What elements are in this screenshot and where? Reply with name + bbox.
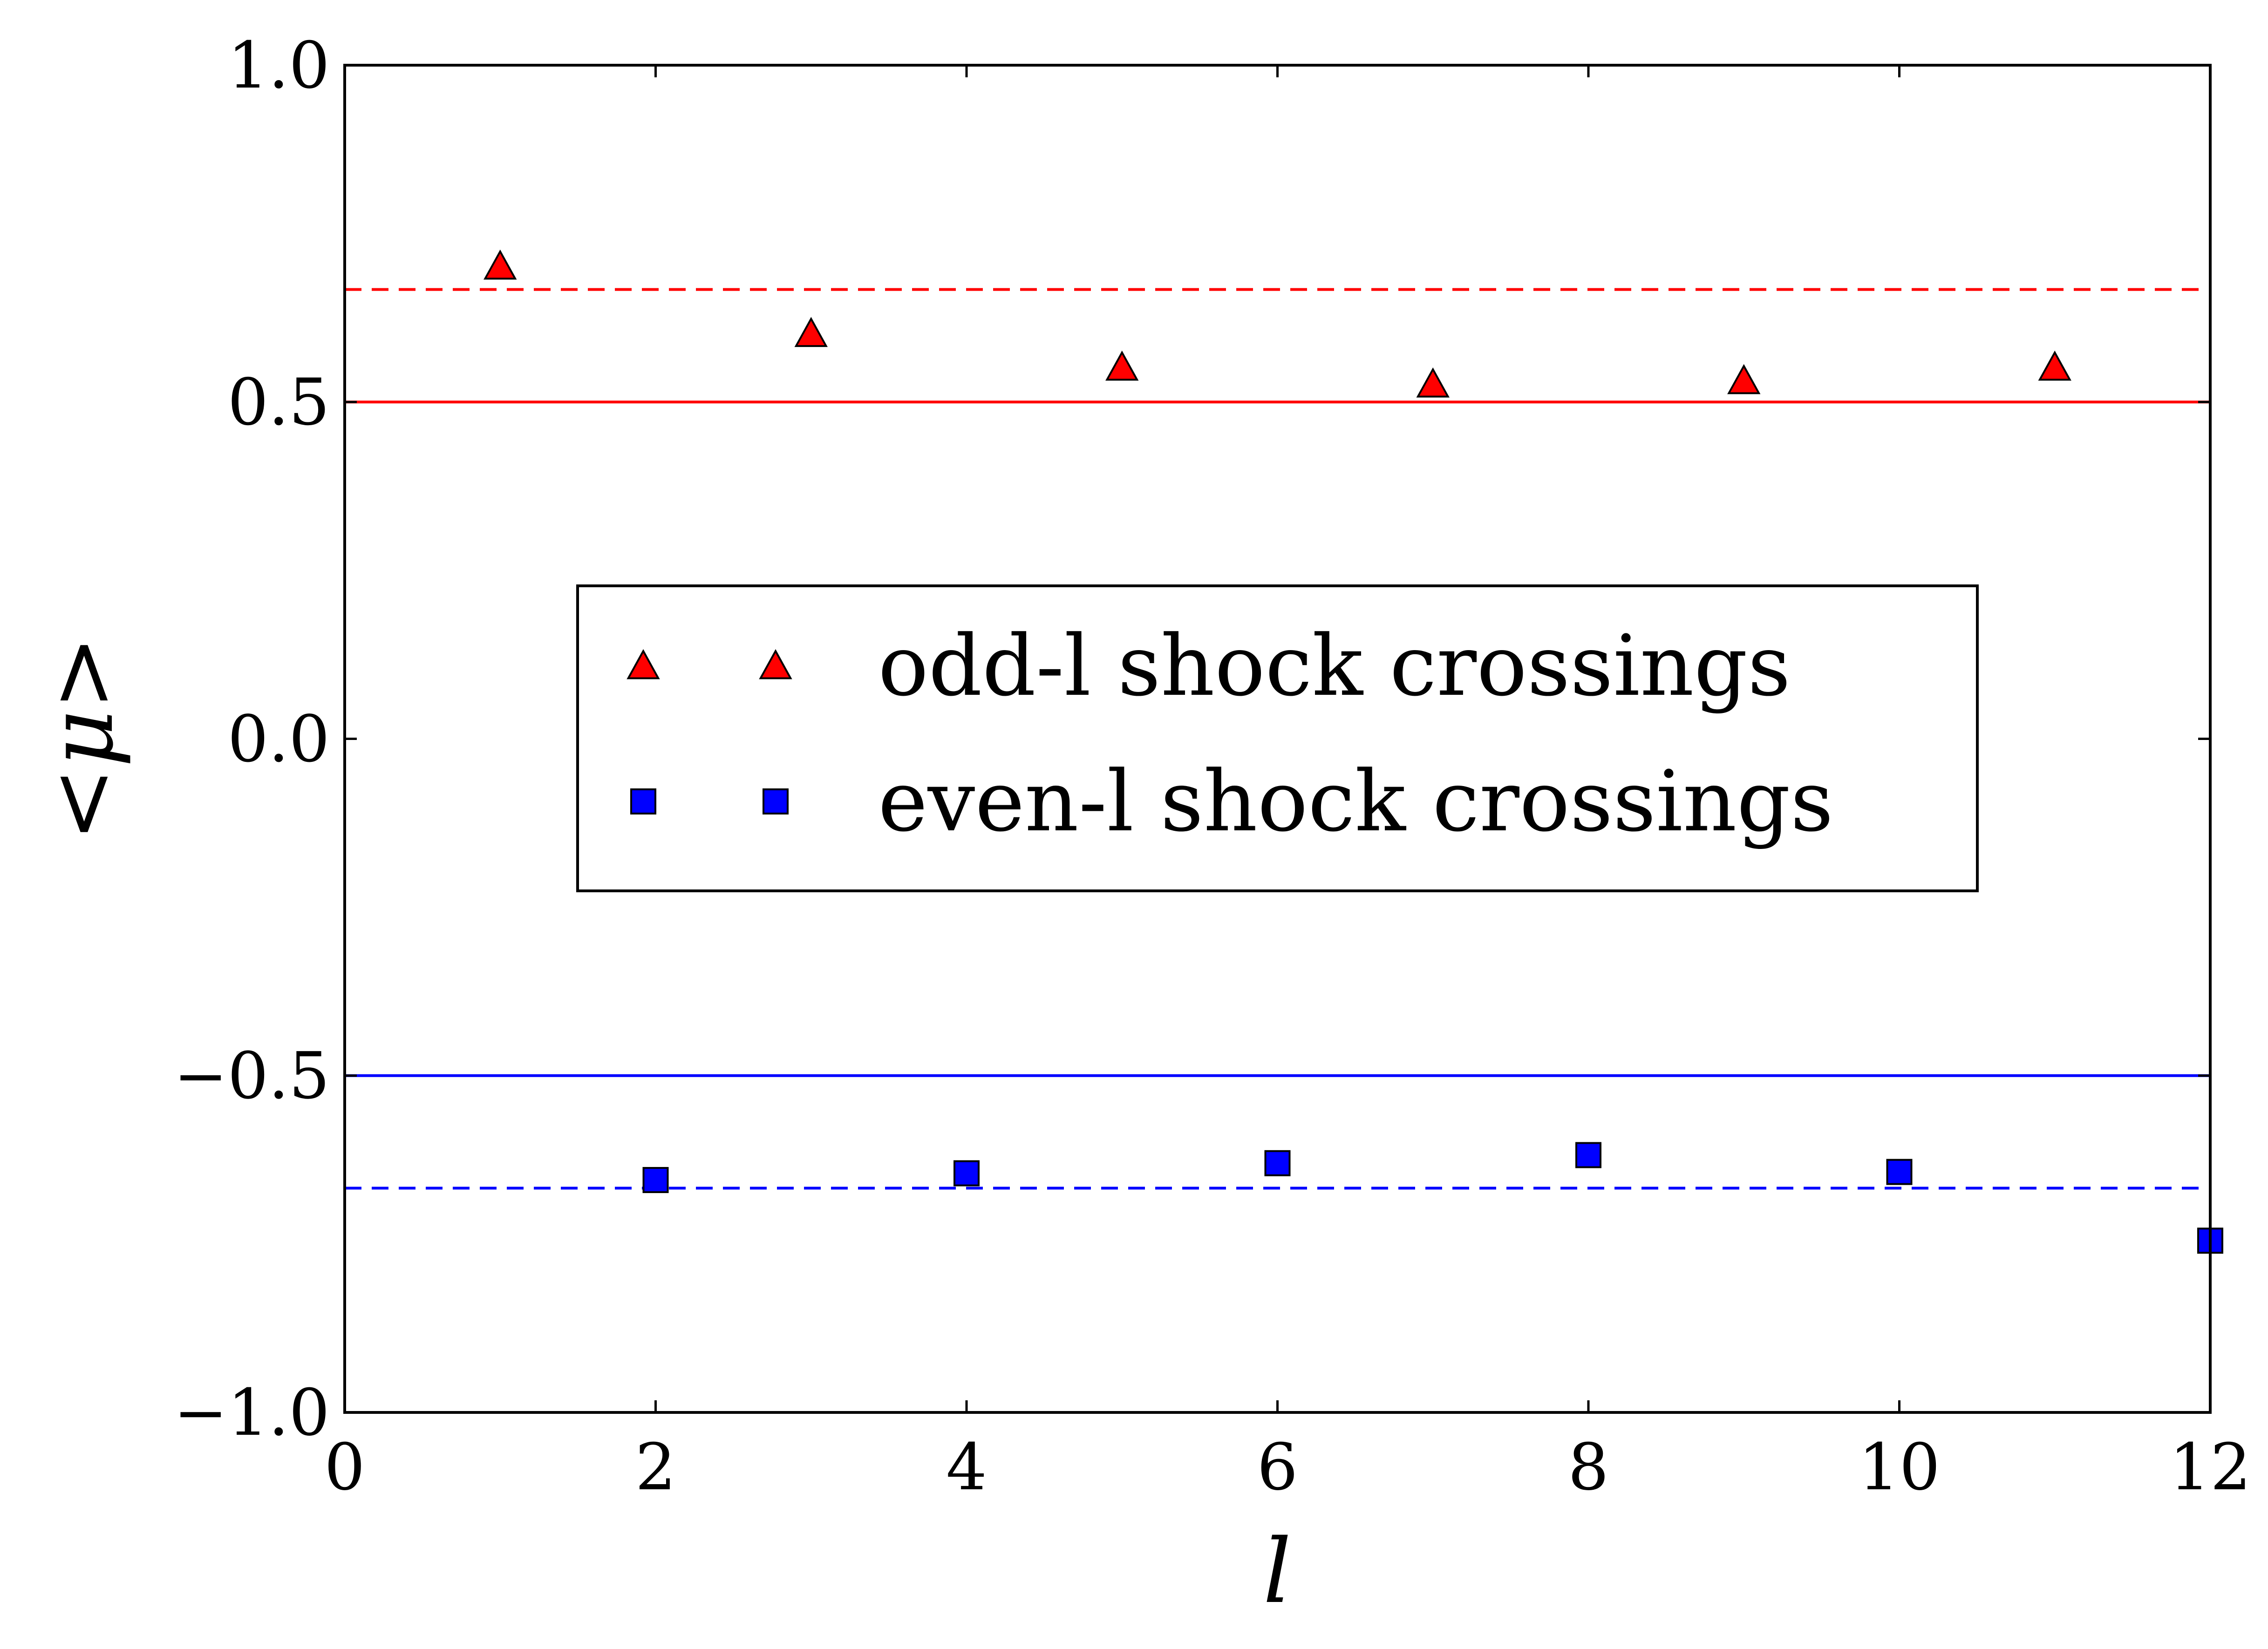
odd-point-3 — [794, 317, 828, 347]
even-point-6 — [1264, 1150, 1291, 1176]
x-tick-label: 2 — [635, 1430, 676, 1505]
x-tick-label: 4 — [946, 1430, 987, 1505]
axis-ticks: 0 2 4 6 8 10 12 −1.0 −0.5 0.0 0.5 1.0 — [174, 28, 2251, 1505]
odd-point-9 — [1727, 364, 1761, 394]
x-tick-label: 0 — [324, 1430, 365, 1505]
legend-label-odd: odd-l shock crossings — [878, 618, 1791, 715]
legend: odd-l shock crossings even-l shock cross… — [576, 584, 1979, 892]
even-point-2 — [642, 1167, 669, 1193]
legend-markers — [627, 649, 792, 814]
y-tick-label: −1.0 — [174, 1375, 330, 1450]
legend-marker-odd — [627, 649, 660, 679]
legend-marker-even — [763, 788, 789, 814]
y-tick-label: 1.0 — [228, 28, 330, 103]
y-axis-label: <μ> — [30, 636, 133, 841]
even-point-4 — [954, 1160, 980, 1187]
odd-point-11 — [2038, 350, 2071, 381]
x-tick-label: 6 — [1257, 1430, 1298, 1505]
legend-marker-even — [630, 788, 656, 814]
data-markers — [484, 249, 2223, 1254]
legend-box — [576, 584, 1979, 892]
odd-point-1 — [484, 249, 517, 280]
odd-point-7 — [1416, 367, 1450, 398]
legend-marker-odd — [759, 649, 792, 679]
even-point-10 — [1886, 1159, 1913, 1185]
odd-point-5 — [1105, 350, 1139, 381]
y-tick-label: 0.5 — [228, 365, 330, 440]
x-tick-label: 10 — [1859, 1430, 1941, 1505]
legend-label-even: even-l shock crossings — [878, 753, 1833, 850]
y-tick-label: 0.0 — [228, 702, 330, 777]
x-tick-label: 12 — [2169, 1430, 2251, 1505]
y-tick-label: −0.5 — [174, 1038, 330, 1113]
x-tick-label: 8 — [1568, 1430, 1609, 1505]
even-point-8 — [1575, 1142, 1601, 1168]
x-axis-label: l — [1263, 1520, 1292, 1623]
